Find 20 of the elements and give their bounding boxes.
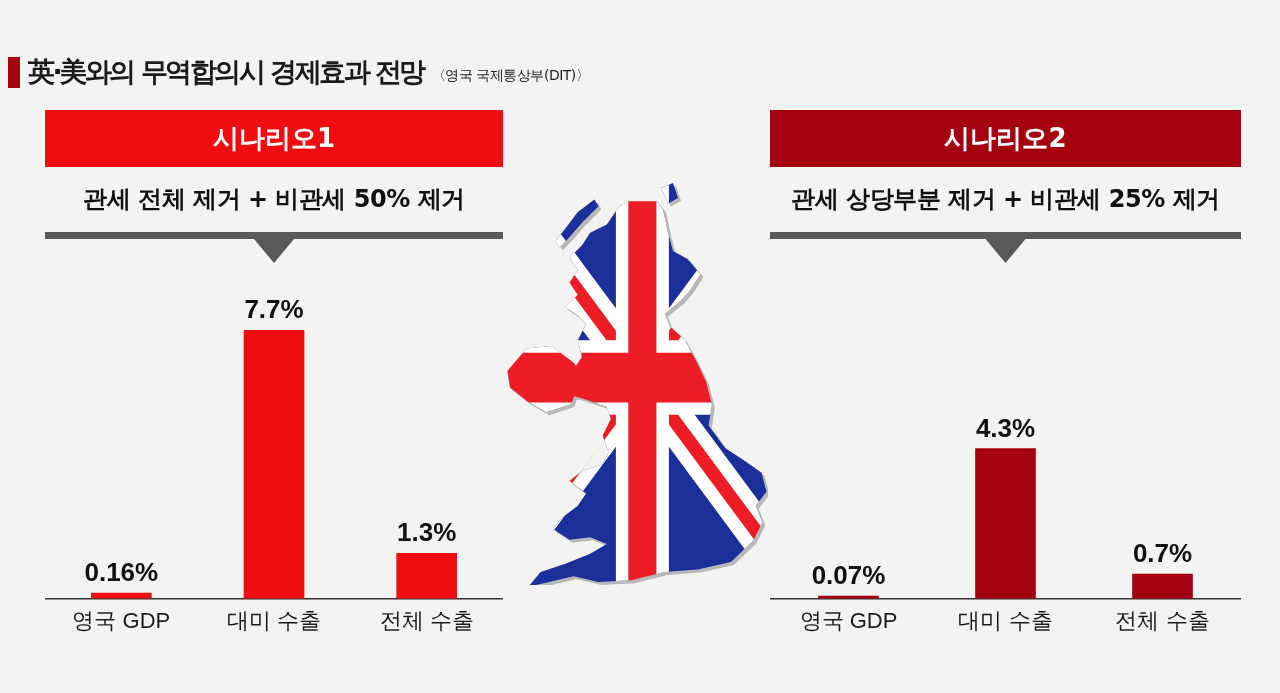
title-banner: 시나리오1	[45, 110, 503, 167]
title-banner: 시나리오2	[770, 110, 1241, 167]
data-label: 0.16%	[84, 557, 159, 588]
x-tick-label: 전체 수출	[379, 607, 474, 633]
chart-title: 시나리오1	[212, 122, 336, 155]
data-label: 0.07%	[811, 560, 886, 591]
data-label: 4.3%	[975, 412, 1036, 443]
x-tick-label: 영국 GDP	[799, 607, 898, 633]
data-label: 0.7%	[1132, 538, 1193, 569]
chart-subtitle: 관세 전체 제거 + 비관세 50% 제거	[83, 183, 465, 215]
chart-subtitle: 관세 상당부분 제거 + 비관세 25% 제거	[791, 183, 1220, 215]
data-label: 7.7%	[244, 294, 304, 325]
x-tick-label: 대미 수출	[958, 607, 1053, 633]
text: 英·美와의 무역합의시 경제효과 전망	[28, 55, 424, 89]
x-tick-label: 대미 수출	[226, 607, 322, 633]
x-tick-label: 영국 GDP	[72, 607, 171, 633]
text: 〈영국 국제통상부(DIT)〉	[431, 67, 590, 85]
x-tick-label: 전체 수출	[1115, 607, 1210, 633]
data-label: 1.3%	[397, 517, 457, 548]
chart-title: 시나리오2	[944, 122, 1067, 155]
